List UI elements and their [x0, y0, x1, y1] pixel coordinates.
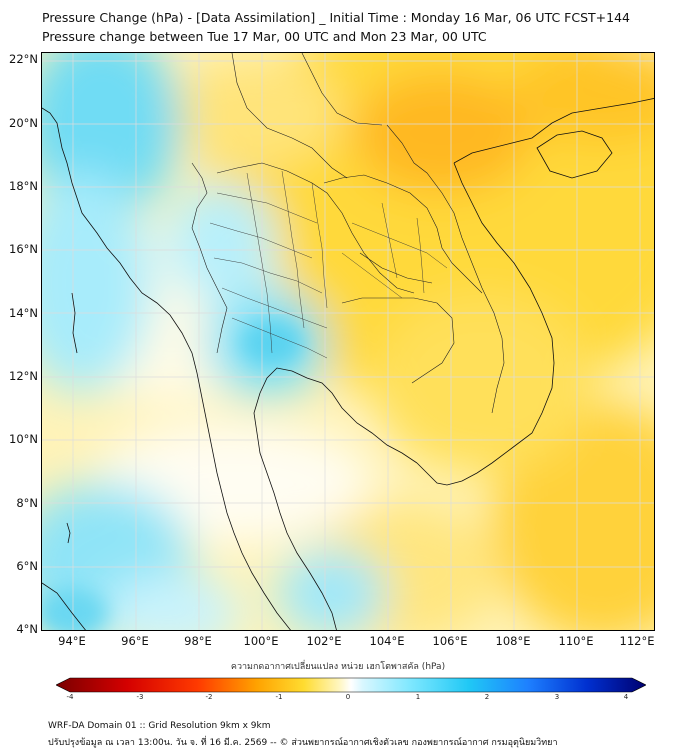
lat-label: 16°N: [9, 242, 38, 256]
lon-label: 104°E: [369, 634, 405, 648]
colorbar-tick: 1: [415, 693, 421, 701]
lat-label: 4°N: [16, 622, 38, 636]
colorbar-tick: -3: [136, 693, 144, 701]
lon-label: 112°E: [619, 634, 655, 648]
map-title: Pressure Change (hPa) - [Data Assimilati…: [42, 10, 630, 25]
country-borders: [191, 53, 505, 414]
lat-label: 18°N: [9, 179, 38, 193]
lon-label: 106°E: [432, 634, 468, 648]
lat-label: 8°N: [16, 496, 38, 510]
colorbar-tick: 2: [484, 693, 490, 701]
colorbar-tick: -4: [66, 693, 74, 701]
province-borders: [209, 170, 448, 359]
lat-label: 14°N: [9, 306, 38, 320]
pressure-change-map: [41, 52, 655, 631]
lat-label: 22°N: [9, 52, 38, 66]
lon-label: 100°E: [243, 634, 279, 648]
lat-lon-grid: [42, 53, 654, 630]
colorbar-tick: 0: [345, 693, 351, 701]
colorbar-tick: 4: [623, 693, 629, 701]
colorbar-tick: -2: [205, 693, 213, 701]
lat-label: 6°N: [16, 559, 38, 573]
map-subtitle: Pressure change between Tue 17 Mar, 00 U…: [42, 29, 487, 44]
colorbar-tick: 3: [554, 693, 560, 701]
colorbar-title: ความกดอากาศเปลี่ยนแปลง หน่วย เฮกโตพาสคัล…: [230, 662, 446, 672]
lon-label: 96°E: [121, 634, 149, 648]
pressure-field: [42, 53, 654, 630]
lon-label: 110°E: [558, 634, 594, 648]
lat-label: 10°N: [9, 432, 38, 446]
colorbar: [56, 677, 646, 693]
coastlines: [42, 98, 654, 630]
lon-label: 108°E: [495, 634, 531, 648]
lat-label: 20°N: [9, 116, 38, 130]
lon-label: 98°E: [184, 634, 212, 648]
colorbar-tick: -1: [275, 693, 283, 701]
lon-label: 94°E: [58, 634, 86, 648]
footer-model-info: WRF-DA Domain 01 :: Grid Resolution 9km …: [48, 721, 271, 731]
footer-credit: ปรับปรุงข้อมูล ณ เวลา 13:00น. วัน จ. ที่…: [48, 738, 558, 748]
lat-label: 12°N: [9, 369, 38, 383]
lon-label: 102°E: [306, 634, 342, 648]
